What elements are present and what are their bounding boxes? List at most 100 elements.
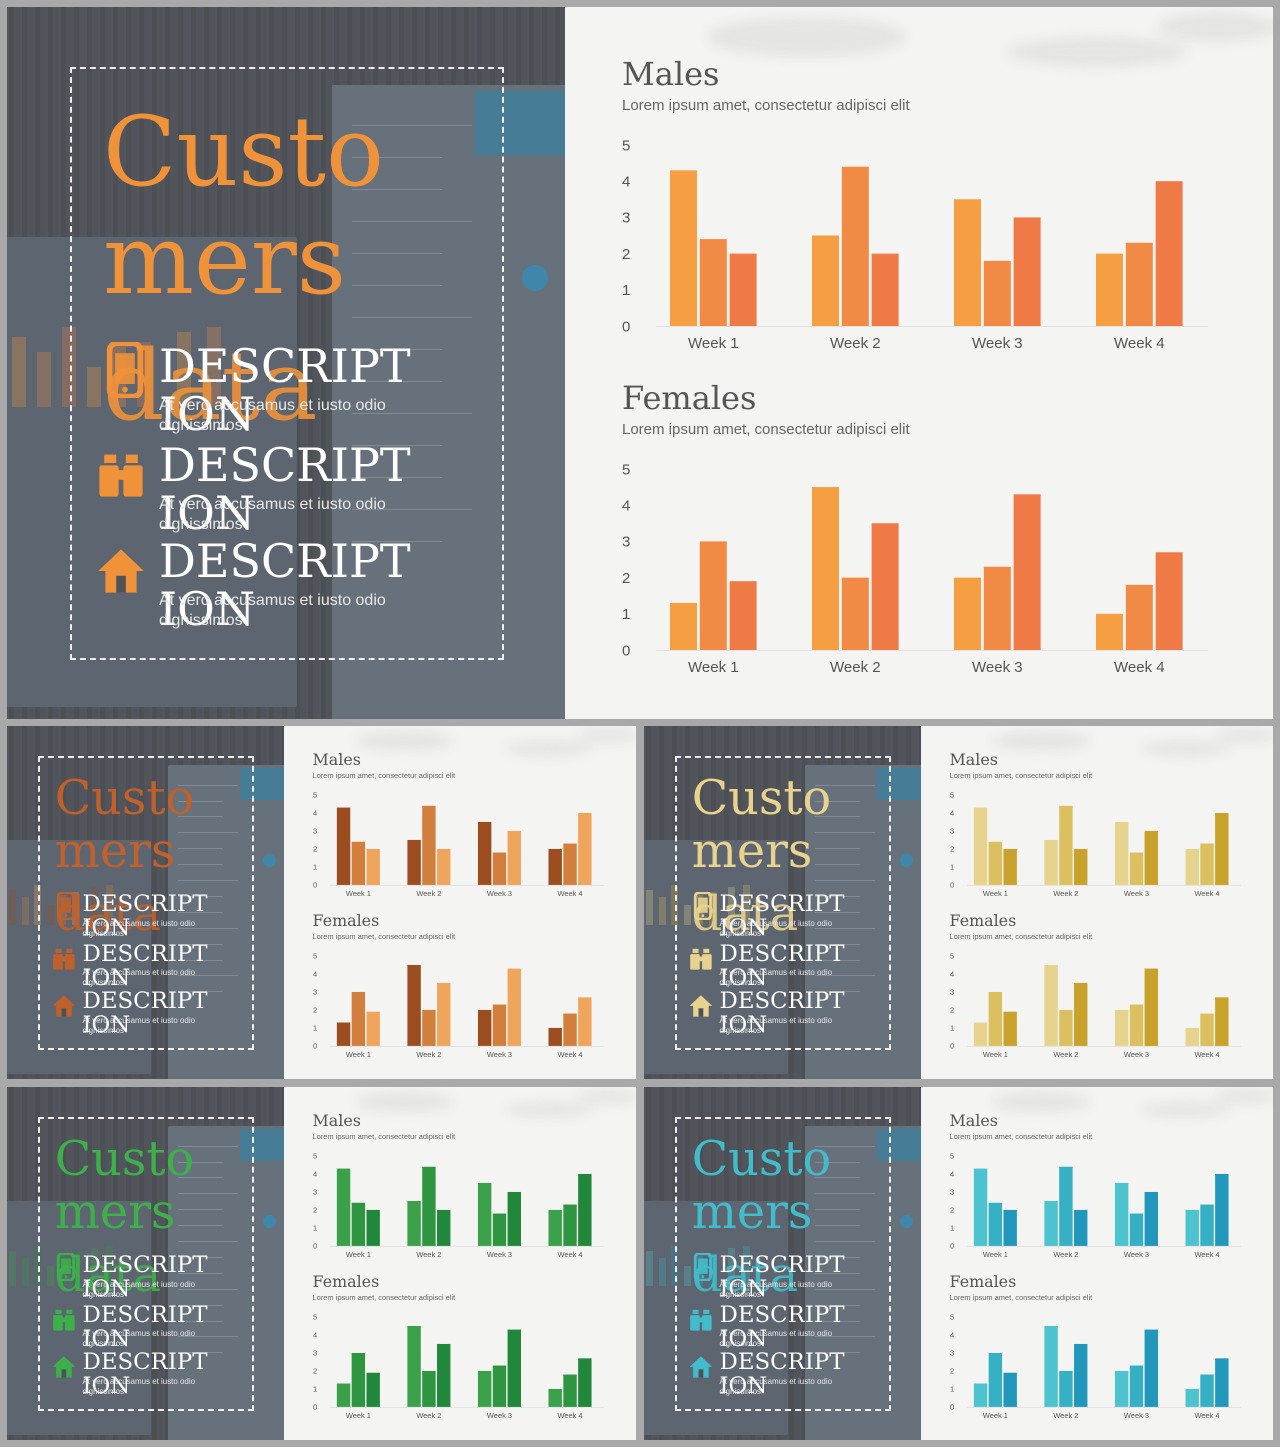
paper-line xyxy=(815,1288,875,1290)
description-text: At vero accusamus et iusto odio dignissi… xyxy=(719,968,833,988)
ghost-bar xyxy=(71,1253,79,1286)
paper-line xyxy=(352,285,442,286)
ghost-bar xyxy=(708,1253,716,1286)
description-text: At vero accusamus et iusto odio dignissi… xyxy=(719,1329,833,1349)
mobile-phone-icon xyxy=(56,892,75,921)
dashed-frame xyxy=(70,67,504,660)
x-tick-label: Week 2 xyxy=(416,1249,441,1258)
paper-line xyxy=(815,1304,861,1306)
paper-line xyxy=(815,1272,861,1274)
description-text: At vero accusamus et iusto odio dignissi… xyxy=(82,1280,196,1300)
paper-line xyxy=(815,911,861,913)
description-text: At vero accusamus et iusto odio dignissi… xyxy=(719,1280,833,1300)
bar xyxy=(492,1004,506,1046)
x-tick-label: Week 2 xyxy=(1053,1410,1078,1419)
paper-line xyxy=(815,943,861,945)
bar xyxy=(351,1202,365,1246)
females-chart-title: Females xyxy=(312,910,380,930)
x-tick-label: Week 2 xyxy=(830,659,881,676)
binocular-bridge xyxy=(60,956,67,961)
bar xyxy=(492,1365,506,1407)
description-heading: DESCRIPT ION xyxy=(82,940,208,991)
paper-line xyxy=(178,943,224,945)
y-tick-label: 0 xyxy=(622,318,630,335)
males-bar-chart: 0 1 2 3 4 5 Week 1 Week 2 Week 3 Week 4 xyxy=(950,1151,1241,1258)
bar xyxy=(477,1182,491,1246)
house-door xyxy=(698,1008,704,1017)
x-tick-label: Week 4 xyxy=(557,888,582,897)
bar xyxy=(1185,1027,1199,1046)
description-item: DESCRIPT ION At vero accusamus et iusto o… xyxy=(97,537,517,647)
y-tick-label: 0 xyxy=(950,1041,954,1050)
paper-line xyxy=(178,784,238,786)
bar xyxy=(421,1009,436,1046)
y-tick-label: 0 xyxy=(950,880,954,889)
bar xyxy=(421,1166,436,1246)
photo-panel: Custo mers data DESCRIPT ION At vero accusa… xyxy=(644,726,922,1079)
x-tick-label: Week 3 xyxy=(972,335,1023,352)
bar xyxy=(1199,843,1214,885)
cloud-decoration xyxy=(578,1089,636,1105)
document-paper xyxy=(805,764,922,1079)
y-tick-label: 4 xyxy=(622,497,630,514)
cloud-decoration xyxy=(354,1091,455,1112)
paper-line xyxy=(352,125,472,126)
cloud-decoration xyxy=(354,730,455,751)
bar xyxy=(406,1200,421,1246)
y-tick-label: 5 xyxy=(622,461,630,478)
cloud-decoration xyxy=(1140,740,1231,756)
house-shape xyxy=(98,549,144,593)
ghost-bar xyxy=(71,892,79,925)
y-tick-label: 4 xyxy=(622,173,630,190)
y-tick-label: 3 xyxy=(950,987,954,996)
x-tick-label: Week 1 xyxy=(982,1049,1007,1058)
x-tick-label: Week 1 xyxy=(345,888,370,897)
y-tick-label: 3 xyxy=(313,1187,317,1196)
bar xyxy=(1003,1372,1017,1407)
slide-teal: Custo mers data DESCRIPT ION At vero accusa… xyxy=(644,1087,1273,1440)
paper-line xyxy=(178,991,224,993)
photo-panel: Custo mers data DESCRIPT ION At vero accusa… xyxy=(7,726,285,1079)
ghost-bar xyxy=(21,897,29,925)
slide-brown: Custo mers data DESCRIPT ION At vero accusa… xyxy=(7,726,636,1079)
bar xyxy=(477,1009,491,1046)
paper-line xyxy=(178,1225,224,1227)
paper-line xyxy=(178,959,224,961)
cloud-decoration xyxy=(991,1091,1092,1112)
description-heading: DESCRIPT ION xyxy=(82,1301,208,1352)
slide-title: Custo mers xyxy=(691,1131,832,1241)
bar xyxy=(1214,996,1229,1046)
bar xyxy=(1214,1173,1229,1246)
description-text: At vero accusamus et iusto odio dignissi… xyxy=(159,592,386,629)
ghost-bar xyxy=(658,1258,666,1286)
x-tick-label: Week 4 xyxy=(557,1410,582,1419)
females-bar-chart: 0 1 2 3 4 5 Week 1 Week 2 Week 3 Week 4 xyxy=(950,951,1241,1058)
ghost-bar xyxy=(62,327,76,407)
cloud-decoration xyxy=(503,740,594,756)
bar xyxy=(973,1022,987,1046)
house-shape xyxy=(52,1356,75,1378)
binocular-left xyxy=(52,1314,63,1331)
paper-line xyxy=(178,1304,224,1306)
document-paper xyxy=(168,1125,285,1440)
paper-line xyxy=(815,880,875,882)
bar xyxy=(729,253,757,326)
ghost-bar xyxy=(9,889,17,925)
description-heading: DESCRIPT ION xyxy=(719,1349,845,1400)
bar xyxy=(1129,1365,1143,1407)
slide-title: Custo mers xyxy=(691,770,832,880)
bar xyxy=(983,566,1011,650)
paper-line xyxy=(815,1320,861,1322)
binocular-bridge xyxy=(697,956,704,961)
phone-screen xyxy=(115,353,135,384)
mobile-phone-icon xyxy=(56,1253,75,1282)
bar xyxy=(1125,242,1153,326)
paper-line xyxy=(815,1352,861,1354)
bar xyxy=(548,1209,562,1246)
females-chart-subtitle: Lorem ipsum amet, consectetur adipisci e… xyxy=(949,931,1093,941)
bar xyxy=(507,830,521,885)
bar xyxy=(477,821,491,885)
x-tick-label: Week 3 xyxy=(486,1049,511,1058)
phone-button xyxy=(701,1275,704,1279)
description-heading: DESCRIPT ION xyxy=(719,891,845,942)
